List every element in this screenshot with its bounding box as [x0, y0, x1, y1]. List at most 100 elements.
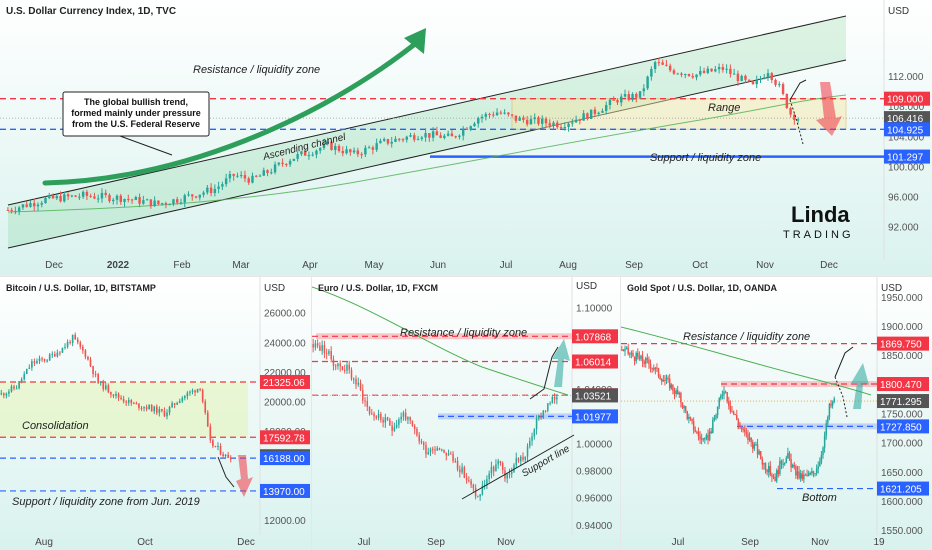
support-zone-band: [438, 413, 572, 420]
btc-chart-panel[interactable]: Bitcoin / U.S. Dollar, 1D, BITSTAMP Conso…: [0, 277, 311, 550]
candle: [431, 448, 434, 450]
candle: [2, 393, 5, 396]
candle: [531, 436, 533, 441]
candle: [179, 202, 183, 204]
candle: [352, 150, 356, 153]
y-tick-label: 96.000: [888, 192, 919, 203]
price-tag-label: 21325.06: [263, 378, 305, 389]
price-tag-price: [877, 394, 929, 409]
projection-down: [789, 99, 804, 145]
candle: [775, 470, 778, 482]
candle: [366, 401, 369, 407]
candle: [178, 401, 181, 403]
candle: [653, 62, 657, 69]
candle: [18, 381, 20, 389]
candle: [409, 135, 412, 137]
candle: [43, 359, 46, 361]
candle: [51, 354, 54, 356]
logo-text-top: Linda: [791, 202, 850, 227]
candle: [398, 138, 401, 140]
candle: [307, 155, 311, 157]
price-tag-support: [884, 149, 930, 164]
candle: [273, 164, 277, 173]
candle: [384, 417, 387, 423]
candle: [718, 398, 720, 407]
candle: [780, 460, 783, 464]
candle: [96, 198, 100, 200]
candle: [582, 113, 585, 121]
candle: [586, 113, 589, 120]
candle: [350, 369, 353, 379]
candle: [823, 435, 826, 448]
candle: [705, 434, 708, 439]
candle: [436, 448, 439, 451]
candle: [473, 123, 476, 127]
projection-down: [217, 456, 235, 488]
candle: [61, 347, 64, 353]
y-tick-label: 1750.000: [881, 409, 923, 420]
candle: [97, 374, 99, 383]
candle: [788, 453, 791, 460]
candle: [645, 358, 647, 364]
price-tag-support: [884, 122, 930, 137]
candle: [699, 436, 701, 440]
candle: [150, 404, 153, 412]
candle: [102, 381, 105, 390]
candle: [779, 460, 781, 475]
candle: [714, 69, 717, 72]
candle: [547, 403, 549, 411]
candle: [122, 398, 125, 402]
candle: [578, 119, 582, 121]
candle: [142, 200, 145, 204]
candle: [386, 417, 389, 420]
candle: [239, 175, 243, 177]
candle: [831, 402, 834, 406]
price-tag-support: [260, 451, 310, 466]
candle: [222, 454, 224, 457]
candle: [413, 425, 416, 429]
candle: [542, 410, 545, 419]
candle: [472, 484, 475, 489]
candle: [184, 396, 186, 398]
candle: [394, 138, 397, 142]
candle: [470, 480, 472, 485]
candle: [337, 146, 341, 151]
candle: [341, 150, 345, 154]
support-trend-line: [461, 434, 575, 500]
callout-line: from the U.S. Federal Reserve: [72, 119, 200, 129]
gold-chart-panel[interactable]: Gold Spot / U.S. Dollar, 1D, OANDA Resist…: [621, 277, 932, 550]
btc-chart[interactable]: Bitcoin / U.S. Dollar, 1D, BITSTAMP Conso…: [0, 277, 311, 550]
y-tick-label: 1550.000: [881, 526, 923, 537]
candle: [811, 471, 813, 474]
candle: [604, 105, 608, 111]
eurusd-chart[interactable]: Euro / U.S. Dollar, 1D, FXCM Resistance /…: [312, 277, 620, 550]
candle: [629, 353, 631, 355]
gold-chart[interactable]: Gold Spot / U.S. Dollar, 1D, OANDA Resist…: [621, 277, 932, 550]
dxy-chart-panel[interactable]: The global bullish trend, formed mainly u…: [0, 0, 932, 276]
x-tick-label: Aug: [35, 537, 53, 548]
candle: [382, 419, 384, 423]
dxy-chart[interactable]: The global bullish trend, formed mainly u…: [0, 0, 932, 276]
candle: [450, 453, 452, 455]
panel-divider: [620, 277, 621, 550]
candle: [662, 380, 665, 382]
candle: [692, 421, 695, 430]
candle: [390, 141, 393, 144]
candle: [461, 467, 463, 473]
y-tick-label: 1700.000: [881, 439, 923, 450]
candle: [725, 68, 728, 70]
candle: [420, 137, 424, 139]
candle: [168, 204, 171, 206]
candle: [507, 112, 510, 115]
candle: [255, 175, 258, 177]
candle: [441, 449, 443, 451]
candle: [14, 210, 17, 212]
candle: [486, 479, 488, 485]
candle: [104, 192, 107, 195]
candle: [774, 476, 776, 482]
price-tag-support: [877, 419, 929, 434]
candle: [740, 75, 743, 81]
candle: [518, 117, 521, 121]
candle: [484, 113, 488, 117]
eurusd-chart-panel[interactable]: Euro / U.S. Dollar, 1D, FXCM Resistance /…: [312, 277, 620, 550]
